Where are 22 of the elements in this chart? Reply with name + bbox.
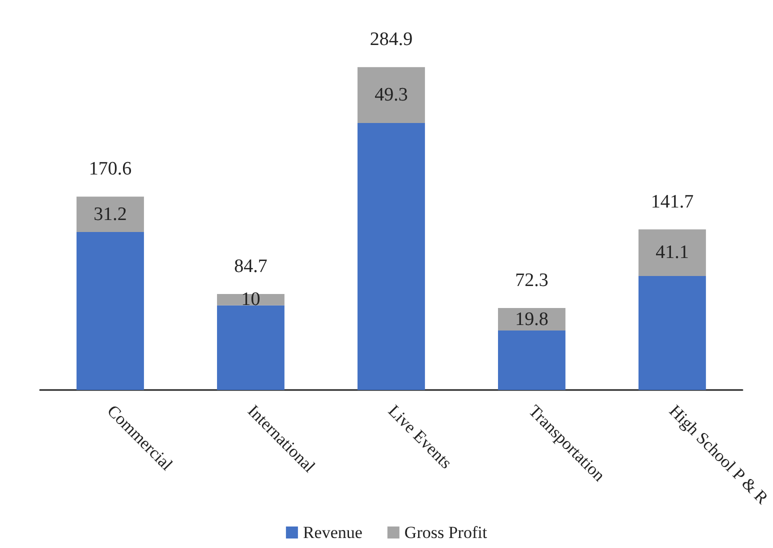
data-label: 31.2 <box>94 204 127 225</box>
legend-label: Revenue <box>302 523 362 542</box>
total-label: 284.9 <box>370 29 413 50</box>
bar <box>217 305 284 390</box>
legend-label: Gross Profit <box>404 523 488 542</box>
data-label: 49.3 <box>374 84 408 106</box>
bar <box>638 229 706 276</box>
total-label: 84.7 <box>234 256 268 278</box>
total-label: 170.6 <box>88 158 132 180</box>
bar <box>76 232 144 390</box>
data-label: 19.8 <box>515 308 548 330</box>
total-label: 72.3 <box>515 270 548 292</box>
data-label: 10 <box>241 289 260 310</box>
bar <box>217 294 284 306</box>
total-label: 141.7 <box>650 191 694 212</box>
bar <box>358 122 425 390</box>
data-label: 41.1 <box>656 242 689 264</box>
bar <box>76 196 144 232</box>
bar <box>638 276 706 390</box>
bar <box>498 308 566 330</box>
bar <box>358 67 425 123</box>
bar <box>498 330 566 390</box>
